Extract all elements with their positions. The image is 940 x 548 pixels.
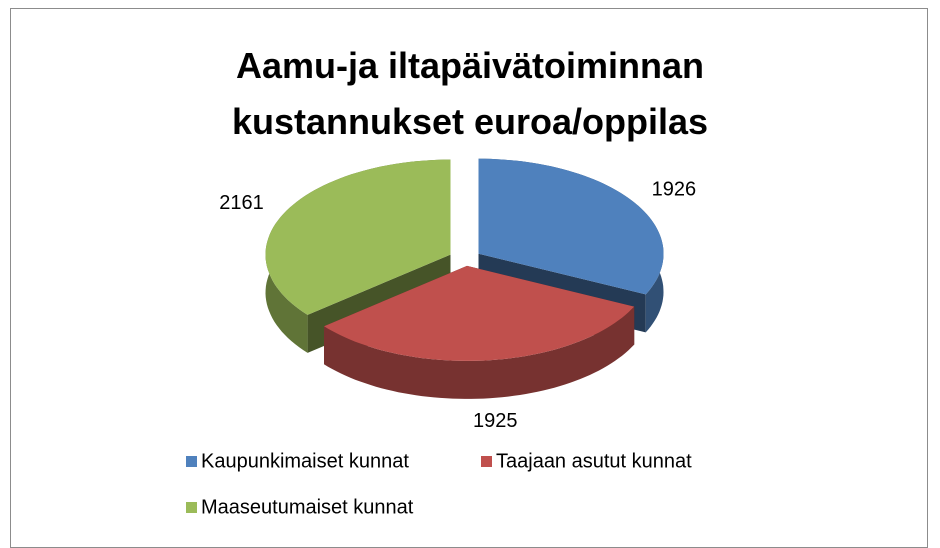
- pie-slice: [478, 158, 664, 295]
- pie-slice: [265, 159, 451, 315]
- data-label: 1925: [473, 410, 518, 432]
- pie-slice: [324, 265, 635, 361]
- legend-swatch: [186, 502, 197, 513]
- chart-title: Aamu-ja iltapäivätoiminnan kustannukset …: [231, 45, 709, 142]
- slice-wall: [324, 306, 635, 399]
- data-label: 2161: [219, 192, 264, 214]
- legend-label: Maaseutumaiset kunnat: [201, 496, 414, 518]
- data-label: 1926: [652, 178, 697, 200]
- legend-swatch: [481, 456, 492, 467]
- legend-swatch: [186, 456, 197, 467]
- legend-label: Taajaan asutut kunnat: [496, 450, 692, 472]
- legend-label: Kaupunkimaiset kunnat: [201, 450, 409, 472]
